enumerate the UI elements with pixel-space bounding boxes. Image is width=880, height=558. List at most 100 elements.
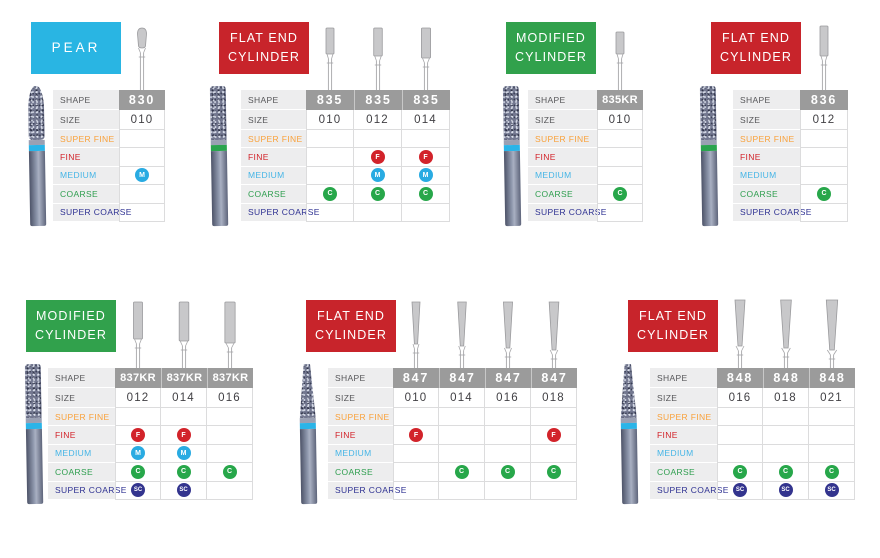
grit-cell — [119, 130, 165, 149]
grit-cell — [717, 444, 763, 464]
shape-row-label: SHAPE — [241, 90, 306, 110]
grit-cell: C — [485, 463, 531, 482]
grit-cell: M — [161, 444, 207, 464]
size-row-label: SIZE — [528, 110, 597, 130]
grit-row-label: SUPER COARSE — [241, 203, 319, 222]
grit-cell: C — [809, 463, 855, 482]
size-cell: 010 — [306, 110, 354, 130]
panel-title-line: CYLINDER — [514, 50, 587, 64]
grit-cell — [393, 408, 439, 427]
grit-row-label: SUPER COARSE — [650, 481, 728, 500]
grit-cell — [207, 481, 253, 500]
grit-row-label: SUPER COARSE — [48, 481, 126, 500]
grit-cell: C — [597, 185, 643, 204]
grit-cell — [597, 148, 643, 167]
shape-header-bar: 847 847 847 847 — [393, 368, 577, 388]
grit-dot: F — [131, 428, 145, 443]
grit-cell — [119, 148, 165, 167]
grit-cell: C — [717, 463, 763, 482]
bur-photo-837KR — [24, 363, 44, 505]
shape-header-bar: 830 — [119, 90, 165, 110]
shape-header-bar: 848 848 848 — [717, 368, 855, 388]
grit-cell: C — [207, 463, 253, 482]
grit-table-847: SHAPE 847 847 847 847 SIZE 010 014 016 018 SUPER F… — [328, 368, 577, 500]
grit-cell — [393, 463, 439, 482]
grit-row-label: SUPER FINE — [53, 130, 119, 149]
bur-outline-drawing-847 — [396, 298, 436, 368]
grit-cell — [439, 481, 485, 500]
bur-outline-drawing-830 — [122, 20, 162, 90]
bur-photo-835KR — [502, 85, 522, 227]
grit-dot: C — [733, 464, 747, 479]
size-row-label: SIZE — [241, 110, 306, 130]
grit-cell: F — [354, 148, 402, 167]
grit-row-label: FINE — [528, 148, 597, 167]
grit-row-label: MEDIUM — [53, 166, 119, 186]
grit-row: COARSE C C C — [241, 185, 450, 204]
grit-row-label: MEDIUM — [650, 444, 717, 464]
grit-row-label: MEDIUM — [528, 166, 597, 186]
size-row-label: SIZE — [53, 110, 119, 130]
grit-table-836: SHAPE 836 SIZE 012 SUPER FINE FINE MEDIUM COARS… — [733, 90, 848, 222]
grit-cell — [354, 203, 402, 222]
bur-photo-830 — [27, 85, 47, 227]
grit-dot: C — [454, 464, 469, 479]
grit-row: FINE F F — [328, 426, 577, 445]
grit-row: COARSE C C C — [48, 463, 253, 482]
grit-cell: C — [439, 463, 485, 482]
shape-number-cell: 830 — [128, 93, 156, 107]
grit-table-835: SHAPE 835 835 835 SIZE 010 012 014 SUPER FINE FIN… — [241, 90, 450, 222]
grit-cell — [119, 203, 165, 222]
grit-cell: C — [800, 185, 848, 204]
grit-row-label: COARSE — [328, 463, 393, 482]
shape-number-cell: 837KR — [161, 368, 207, 388]
bur-photo-diamond-head — [699, 85, 717, 141]
grit-row-label: MEDIUM — [241, 166, 306, 186]
shape-header-bar: 835 835 835 — [306, 90, 450, 110]
grit-cell — [717, 426, 763, 445]
grit-cell — [207, 426, 253, 445]
bur-outline-drawing-835KR — [600, 20, 640, 90]
grit-cell — [439, 444, 485, 464]
grit-row-label: COARSE — [733, 185, 800, 204]
grit-row-label: FINE — [48, 426, 115, 445]
shape-row-label: SHAPE — [48, 368, 115, 388]
panel-title-line: PEAR — [51, 39, 101, 55]
grit-table-835KR: SHAPE 835KR SIZE 010 SUPER FINE FINE MEDIUM COA… — [528, 90, 643, 222]
shape-number-cell: 837KR — [207, 368, 253, 388]
grit-cell — [207, 408, 253, 427]
grit-row: FINE — [528, 148, 643, 167]
bur-photo-848 — [620, 364, 639, 505]
grit-cell — [354, 130, 402, 149]
grit-cell — [161, 408, 207, 427]
grit-cell — [800, 130, 848, 149]
grit-cell — [597, 130, 643, 149]
grit-row-label: COARSE — [53, 185, 119, 204]
grit-dot: M — [135, 168, 149, 183]
grit-dot: M — [176, 446, 191, 461]
bur-outline-drawing-847 — [488, 298, 528, 368]
grit-row: SUPER FINE — [528, 130, 643, 149]
panel-830-title: PEAR — [31, 22, 121, 74]
grit-row: MEDIUM M M — [48, 444, 253, 464]
grit-row: SUPER FINE — [328, 408, 577, 427]
grit-row: SUPER FINE — [733, 130, 848, 149]
grit-row: SUPER COARSE SC SC — [48, 481, 253, 500]
shape-number-cell: 847 — [439, 368, 485, 388]
size-row-label: SIZE — [48, 388, 115, 408]
grit-row-label: SUPER FINE — [241, 130, 306, 149]
panel-848-title: FLAT END CYLINDER — [628, 300, 718, 352]
grit-dot: M — [131, 446, 145, 461]
grit-cell — [763, 408, 809, 427]
grit-cell — [306, 130, 354, 149]
shape-number-cell: 847 — [531, 368, 577, 388]
shape-row: SHAPE 835KR — [528, 90, 643, 110]
grit-row: MEDIUM — [733, 166, 848, 186]
size-row: SIZE 010 012 014 — [241, 110, 450, 130]
grit-cell: C — [763, 463, 809, 482]
bur-photo-diamond-head — [209, 85, 227, 141]
grit-row-label: SUPER FINE — [733, 130, 800, 149]
grit-row-label: SUPER FINE — [48, 408, 115, 427]
grit-dot: F — [176, 428, 191, 443]
grit-row-label: SUPER COARSE — [733, 203, 811, 222]
